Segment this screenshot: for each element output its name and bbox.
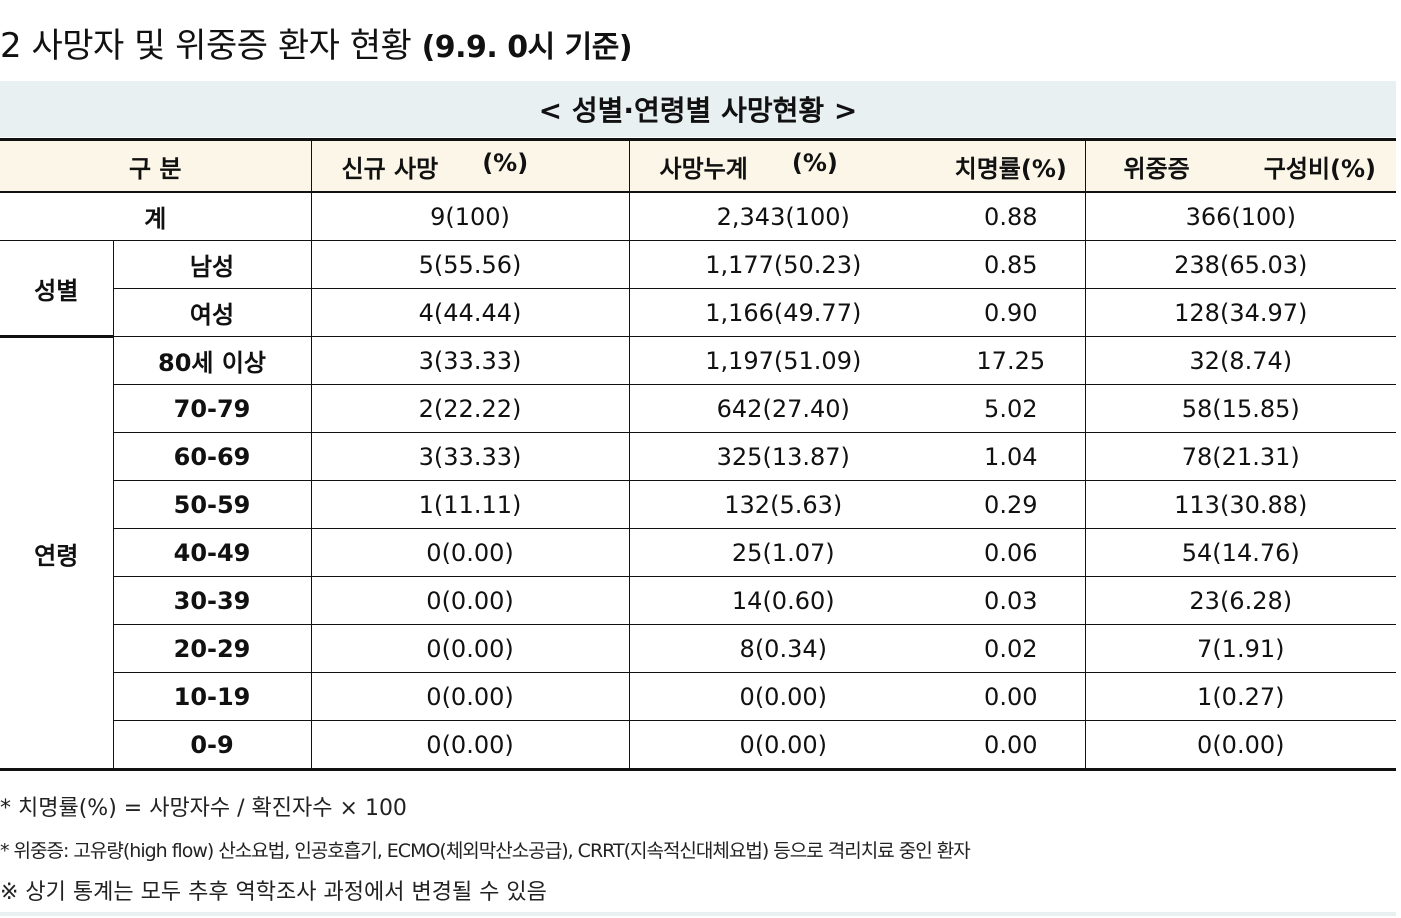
cell-new: 0(0.00) [311, 624, 630, 673]
cell-new: 4(44.44) [311, 288, 630, 337]
cell-critical: 7(1.91) [1085, 624, 1397, 673]
table-row: 30-39 0(0.00) 14(0.60) 0.03 23(6.28) [0, 576, 1397, 625]
footnote-fatality: * 치명률(%) = 사망자수 / 확진자수 × 100 [0, 796, 407, 821]
row-label: 남성 [113, 240, 312, 289]
table-row: 성별 남성 5(55.56) 1,177(50.23) 0.85 238(65.… [0, 240, 1397, 338]
page-title: 2 사망자 및 위중증 환자 현황 (9.9. 0시 기준) [0, 18, 633, 67]
cell-fatality: 0.03 [937, 576, 1086, 625]
row-label: 60-69 [113, 432, 312, 481]
cell-critical: 0(0.00) [1085, 720, 1397, 771]
page-title-date: (9.9. 0시 기준) [421, 30, 633, 65]
cell-new: 3(33.33) [311, 432, 630, 481]
cell-new: 0(0.00) [311, 576, 630, 625]
cell-cum: 0(0.00) [629, 720, 938, 771]
header-critical: 위중증 구성비(%) [1085, 138, 1397, 193]
header-critical-share: 구성비(%) [1263, 154, 1377, 183]
cell-fatality: 0.29 [937, 480, 1086, 529]
cell-cum: 132(5.63) [629, 480, 938, 529]
header-new-deaths-label: 신규 사망 [341, 154, 439, 183]
row-label: 20-29 [113, 624, 312, 673]
cell-fatality: 0.00 [937, 672, 1086, 721]
total-fatality: 0.88 [937, 192, 1086, 241]
cell-new: 5(55.56) [311, 240, 630, 289]
table-row: 10-19 0(0.00) 0(0.00) 0.00 1(0.27) [0, 672, 1397, 721]
header-critical-label: 위중증 [1123, 154, 1190, 183]
deaths-table: 구 분 신규 사망 (%) 사망누계 (%) 치명률(%) 위중증 구성비(%) [0, 138, 1397, 771]
total-new: 9(100) [311, 192, 630, 241]
cell-new: 2(22.22) [311, 384, 630, 433]
row-label: 0-9 [113, 720, 312, 771]
cell-critical: 78(21.31) [1085, 432, 1397, 481]
cell-new: 0(0.00) [311, 528, 630, 577]
cell-fatality: 5.02 [937, 384, 1086, 433]
table-header-row: 구 분 신규 사망 (%) 사망누계 (%) 치명률(%) 위중증 구성비(%) [0, 138, 1397, 193]
cell-fatality: 0.00 [937, 720, 1086, 771]
sex-group-label: 성별 [0, 240, 114, 338]
cell-cum: 14(0.60) [629, 576, 938, 625]
header-fatality: 치명률(%) [937, 138, 1086, 193]
table-row: 여성 4(44.44) 1,166(49.77) 0.90 128(34.97) [0, 288, 1397, 337]
cell-fatality: 0.02 [937, 624, 1086, 673]
cell-fatality: 17.25 [937, 336, 1086, 385]
table-row: 연령 80세 이상 3(33.33) 1,197(51.09) 17.25 32… [0, 336, 1397, 771]
row-label: 80세 이상 [113, 336, 312, 385]
table-row: 60-69 3(33.33) 325(13.87) 1.04 78(21.31) [0, 432, 1397, 481]
total-label: 계 [0, 192, 312, 241]
cell-cum: 642(27.40) [629, 384, 938, 433]
cell-cum: 1,197(51.09) [629, 336, 938, 385]
cell-critical: 1(0.27) [1085, 672, 1397, 721]
footnote-critical-definition: * 위중증: 고유량(high flow) 산소요법, 인공호흡기, ECMO(… [0, 840, 971, 862]
bottom-divider [0, 912, 1396, 916]
total-cum: 2,343(100) [629, 192, 938, 241]
footnotes: * 치명률(%) = 사망자수 / 확진자수 × 100 * 위중증: 고유량(… [0, 788, 1396, 914]
total-critical: 366(100) [1085, 192, 1397, 241]
cell-cum: 25(1.07) [629, 528, 938, 577]
header-new-deaths-pct: (%) [482, 148, 529, 177]
row-label: 40-49 [113, 528, 312, 577]
cell-fatality: 0.85 [937, 240, 1086, 289]
cell-new: 0(0.00) [311, 720, 630, 771]
cell-cum: 1,177(50.23) [629, 240, 938, 289]
row-label: 70-79 [113, 384, 312, 433]
header-category: 구 분 [0, 138, 312, 193]
table-row: 70-79 2(22.22) 642(27.40) 5.02 58(15.85) [0, 384, 1397, 433]
row-label: 30-39 [113, 576, 312, 625]
row-label: 50-59 [113, 480, 312, 529]
footnote-disclaimer: ※ 상기 통계는 모두 추후 역학조사 과정에서 변경될 수 있음 [0, 880, 547, 905]
cell-new: 3(33.33) [311, 336, 630, 385]
cell-new: 0(0.00) [311, 672, 630, 721]
header-cum-deaths-label: 사망누계 [659, 154, 748, 183]
table-caption: < 성별·연령별 사망현황 > [0, 81, 1396, 137]
cell-new: 1(11.11) [311, 480, 630, 529]
table-row: 40-49 0(0.00) 25(1.07) 0.06 54(14.76) [0, 528, 1397, 577]
cell-critical: 113(30.88) [1085, 480, 1397, 529]
table-row: 0-9 0(0.00) 0(0.00) 0.00 0(0.00) [0, 720, 1397, 771]
cell-cum: 325(13.87) [629, 432, 938, 481]
cell-critical: 238(65.03) [1085, 240, 1397, 289]
cell-critical: 58(15.85) [1085, 384, 1397, 433]
cell-fatality: 1.04 [937, 432, 1086, 481]
cell-critical: 23(6.28) [1085, 576, 1397, 625]
table-row: 20-29 0(0.00) 8(0.34) 0.02 7(1.91) [0, 624, 1397, 673]
table-row: 50-59 1(11.11) 132(5.63) 0.29 113(30.88) [0, 480, 1397, 529]
age-group-label: 연령 [0, 336, 114, 771]
cell-critical: 128(34.97) [1085, 288, 1397, 337]
cell-cum: 1,166(49.77) [629, 288, 938, 337]
header-cum-deaths-pct: (%) [791, 148, 838, 177]
cell-cum: 0(0.00) [629, 672, 938, 721]
cell-fatality: 0.06 [937, 528, 1086, 577]
header-cum-deaths: 사망누계 (%) [629, 138, 938, 193]
cell-fatality: 0.90 [937, 288, 1086, 337]
cell-critical: 54(14.76) [1085, 528, 1397, 577]
row-label: 10-19 [113, 672, 312, 721]
cell-critical: 32(8.74) [1085, 336, 1397, 385]
cell-cum: 8(0.34) [629, 624, 938, 673]
page-title-main: 2 사망자 및 위중증 환자 현황 [0, 26, 412, 66]
total-row: 계 9(100) 2,343(100) 0.88 366(100) [0, 192, 1397, 241]
row-label: 여성 [113, 288, 312, 337]
header-new-deaths: 신규 사망 (%) [311, 138, 630, 193]
